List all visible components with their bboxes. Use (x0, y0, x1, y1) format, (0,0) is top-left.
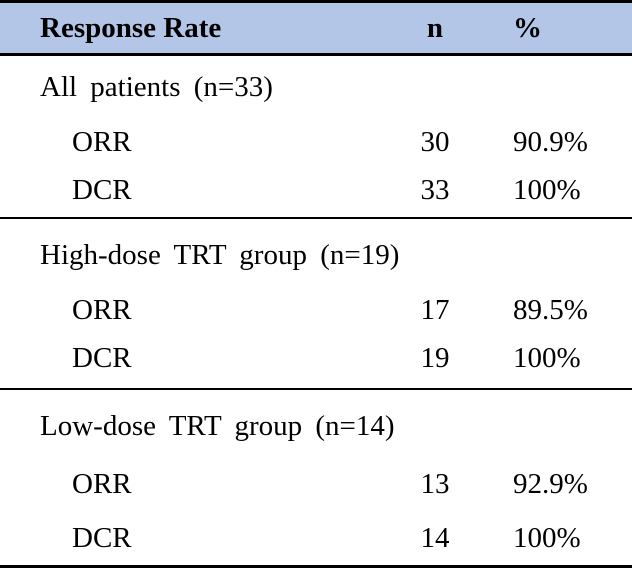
table-row: DCR 19 100% (0, 334, 632, 382)
row-percent-value: 92.9% (513, 468, 588, 500)
table-header-row: Response Rate n % (0, 0, 632, 56)
table-row: ORR 30 90.9% (0, 118, 632, 166)
row-n-value: 14 (420, 522, 450, 554)
row-label: DCR (72, 522, 132, 554)
group-label: All patients (n=33) (40, 71, 273, 103)
table-row: ORR 13 92.9% (0, 457, 632, 511)
row-percent-value: 89.5% (513, 294, 588, 326)
row-n-value: 17 (420, 294, 450, 326)
row-n-value: 30 (420, 126, 450, 158)
header-percent: % (513, 12, 542, 44)
header-response-rate: Response Rate (40, 12, 222, 44)
table-row: DCR 14 100% (0, 511, 632, 565)
row-label: DCR (72, 342, 132, 374)
table-row: ORR 17 89.5% (0, 286, 632, 334)
row-percent-value: 100% (513, 342, 581, 374)
row-percent-value: 100% (513, 522, 581, 554)
table-row: DCR 33 100% (0, 166, 632, 214)
header-n: n (426, 12, 444, 44)
table-sections: All patients (n=33) ORR 30 90.9% DCR 33 100% Hi… (0, 56, 632, 565)
row-label: ORR (72, 294, 132, 326)
row-label: ORR (72, 468, 132, 500)
row-n-value: 19 (420, 342, 450, 374)
row-label: DCR (72, 174, 132, 206)
table-section: All patients (n=33) ORR 30 90.9% DCR 33 100% (0, 56, 632, 217)
group-label: Low-dose TRT group (n=14) (40, 410, 395, 442)
table-section: Low-dose TRT group (n=14) ORR 13 92.9% DCR 14… (0, 388, 632, 565)
row-percent-value: 90.9% (513, 126, 588, 158)
row-percent-value: 100% (513, 174, 581, 206)
group-label: High-dose TRT group (n=19) (40, 239, 400, 271)
table-section: High-dose TRT group (n=19) ORR 17 89.5% DCR 1… (0, 217, 632, 388)
row-label: ORR (72, 126, 132, 158)
row-n-value: 33 (420, 174, 450, 206)
row-n-value: 13 (420, 468, 450, 500)
